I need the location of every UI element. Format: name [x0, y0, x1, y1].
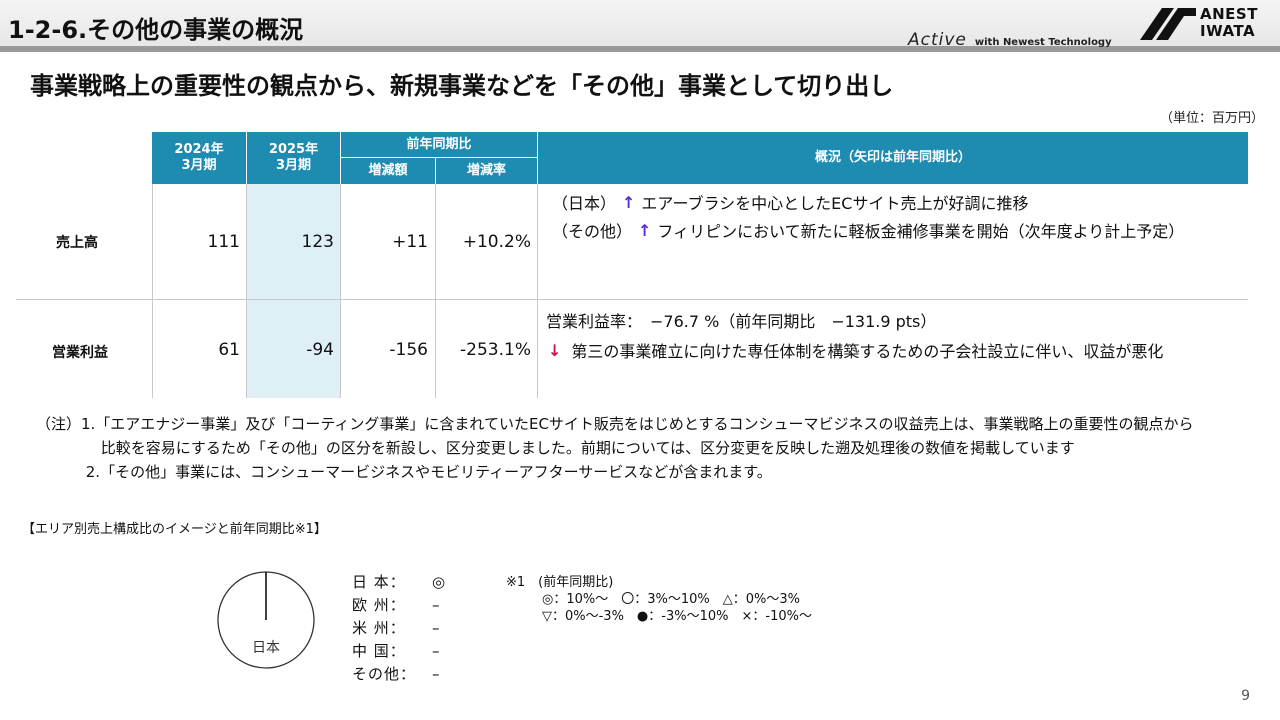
overview-prefix: （その他）: [552, 222, 633, 241]
area-label: その他：: [352, 665, 417, 683]
overview-text: 第三の事業確立に向けた専任体制を構築するための子会社設立に伴い、収益が悪化: [571, 342, 1164, 361]
tagline: Active with Newest Technology: [908, 30, 1112, 50]
header-change-amount: 増減額: [341, 158, 435, 184]
profit-change-amount: -156: [389, 340, 428, 360]
headline: 事業戦略上の重要性の観点から、新規事業などを「その他」事業として切り出し: [30, 72, 894, 100]
overview-text: エアーブラシを中心としたECサイト売上が好調に推移: [641, 194, 1029, 213]
row-label-operating-profit: 営業利益: [52, 345, 108, 361]
footnote-line: 2.「その他」事業には、コンシューマービジネスやモビリティーアフターサービスなど…: [36, 463, 772, 481]
area-section-title: 【エリア別売上構成比のイメージと前年同期比※1】: [22, 522, 327, 537]
area-value: –: [432, 595, 440, 614]
footnotes: （注）1.「エアエナジー事業」及び「コーティング事業」に含まれていたECサイト販…: [36, 412, 1193, 484]
legend-title: ※1 (前年同期比): [506, 575, 614, 590]
grid-line: [246, 184, 247, 398]
overview-sales-other: （その他） ↑ フィリピンにおいて新たに軽板金補修事業を開始（次年度より計上予定…: [552, 218, 1184, 242]
area-value: –: [432, 664, 440, 683]
logo-text-line1: ANEST: [1200, 5, 1258, 23]
legend-line: ▽：0%～-3% ●：-3%～10% ×：-10%～: [542, 609, 812, 624]
footnote-line: 比較を容易にするため「その他」の区分を新設し、区分変更しました。前期については、…: [36, 439, 1075, 457]
area-row-americas: 米 州： –: [352, 616, 462, 639]
footnote-line: （注）1.「エアエナジー事業」及び「コーティング事業」に含まれていたECサイト販…: [36, 415, 1194, 433]
profit-change-rate: -253.1%: [460, 340, 531, 360]
area-value: –: [432, 618, 440, 637]
area-row-europe: 欧 州： –: [352, 593, 462, 616]
arrow-down-icon: ↓: [548, 340, 562, 360]
overview-profit-margin: 営業利益率： −76.7 %（前年同期比 −131.9 pts）: [546, 312, 937, 331]
tagline-text: with Newest Technology: [974, 37, 1112, 48]
header-overview: 概況（矢印は前年同期比）: [538, 132, 1248, 184]
area-row-china: 中 国： –: [352, 639, 462, 662]
grid-line: [152, 184, 153, 398]
overview-text: フィリピンにおいて新たに軽板金補修事業を開始（次年度より計上予定）: [657, 222, 1185, 241]
arrow-up-icon: ↑: [622, 192, 636, 212]
unit-note: （単位：百万円）: [1159, 111, 1264, 126]
pie-label: 日本: [252, 640, 280, 656]
area-row-japan: 日 本： ◎: [352, 570, 462, 593]
logo-mark-icon: [1140, 8, 1196, 40]
overview-profit-detail: ↓ 第三の事業確立に向けた専任体制を構築するための子会社設立に伴い、収益が悪化: [548, 338, 1163, 362]
area-list: 日 本： ◎ 欧 州： – 米 州： – 中 国： – その他： –: [352, 570, 462, 685]
header-fy2024: 2024年 3月期: [152, 132, 246, 184]
area-label: 中 国：: [352, 642, 406, 660]
sales-fy2024: 111: [207, 232, 240, 252]
grid-line: [16, 299, 1248, 300]
overview-sales-japan: （日本） ↑ エアーブラシを中心としたECサイト売上が好調に推移: [552, 190, 1028, 214]
arrow-up-icon: ↑: [638, 220, 652, 240]
area-value: ◎: [432, 572, 446, 591]
section-title: 1-2-6.その他の事業の概況: [8, 16, 304, 44]
grid-line: [435, 184, 436, 398]
sales-change-rate: +10.2%: [462, 232, 531, 252]
company-logo: ANEST IWATA: [1140, 6, 1274, 44]
profit-fy2024: 61: [218, 340, 240, 360]
grid-line: [537, 184, 538, 398]
grid-line: [340, 184, 341, 398]
business-table: 2024年 3月期 2025年 3月期 前年同期比 増減額 増減率 概況（矢印は…: [16, 132, 1248, 398]
area-value: –: [432, 641, 440, 660]
sales-change-amount: +11: [392, 232, 428, 252]
area-row-other: その他： –: [352, 662, 462, 685]
row-label-sales: 売上高: [56, 235, 98, 251]
overview-prefix: （日本）: [552, 194, 617, 213]
header-bar: [0, 0, 1280, 52]
area-label: 日 本：: [352, 573, 406, 591]
header-change-rate: 増減率: [436, 158, 537, 184]
legend-line: ◎：10%～ 〇：3%～10% △：0%～3%: [542, 592, 801, 607]
fy2025-highlight: [246, 184, 340, 398]
logo-text-line2: IWATA: [1200, 22, 1256, 40]
header-fy2025: 2025年 3月期: [247, 132, 340, 184]
page-number: 9: [1241, 688, 1250, 704]
area-label: 欧 州：: [352, 596, 406, 614]
area-label: 米 州：: [352, 619, 406, 637]
header-yoy: 前年同期比: [341, 132, 537, 157]
yoy-legend: ※1 (前年同期比) ◎：10%～ 〇：3%～10% △：0%～3% ▽：0%～…: [506, 574, 812, 625]
profit-fy2025: -94: [306, 340, 334, 360]
tagline-brand: Active: [908, 30, 967, 50]
area-pie-chart: 日本: [217, 571, 315, 669]
sales-fy2025: 123: [301, 232, 334, 252]
